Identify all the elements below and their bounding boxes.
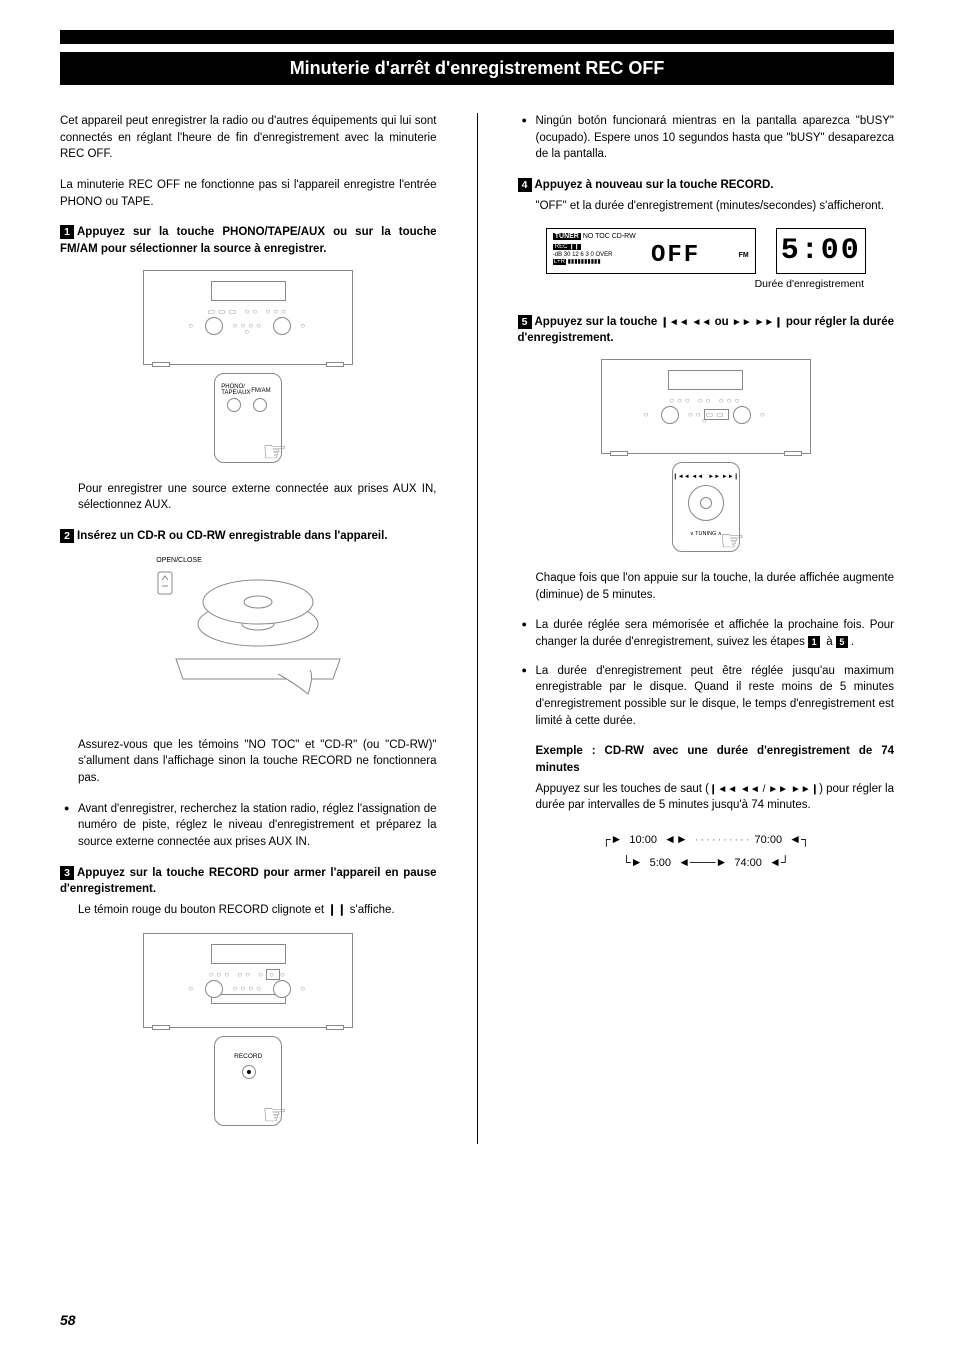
cd-insert-illustration [138, 564, 358, 714]
disp-db: -dB 30 12 6 3 0 OVER [553, 252, 613, 258]
step4-subtext: "OFF" et la durée d'enregistrement (minu… [518, 198, 895, 215]
hand-icon-5: ☞ [720, 524, 745, 557]
remote-label-record: RECORD [215, 1053, 281, 1060]
step3-figure: ○○○ ○○ ○○○ ○ ○○○○ ○ RECORD ☞ [60, 933, 437, 1126]
disp-fm: FM [739, 252, 749, 259]
step1-heading: 1Appuyez sur la touche PHONO/TAPE/AUX ou… [60, 224, 437, 257]
disp-tags: NO TOC CD-RW [583, 233, 636, 240]
remote-illustration-5: ❙◄◄ ◄◄ ►► ►►❙ ∨ TUNING ∧ ☞ [672, 462, 740, 552]
device-illustration-3: ○○○ ○○ ○○○ ○ ○○○○ ○ [143, 933, 353, 1028]
bullet1-c: . [851, 636, 854, 648]
step-number-3: 3 [60, 866, 74, 880]
step5-text-b: ou [711, 316, 732, 328]
remote-skip-back: ❙◄◄ ◄◄ [673, 474, 703, 480]
step3-heading: 3Appuyez sur la touche RECORD pour armer… [60, 865, 437, 898]
page-title: Minuterie d'arrêt d'enregistrement REC O… [60, 52, 894, 85]
cycle-t1: 10:00 [629, 834, 657, 846]
step5-text-a: Appuyez sur la touche [535, 316, 661, 328]
example-skip-icons: ❙◄◄ ◄◄ / ►► ►►❙ [709, 784, 819, 795]
inline-step-5: 5 [836, 636, 848, 648]
column-divider [477, 113, 478, 1144]
intro-paragraph-1: Cet appareil peut enregistrer la radio o… [60, 113, 437, 163]
right-bullet-max: La durée d'enregistrement peut être régl… [536, 663, 895, 730]
remote-illustration-3: RECORD ☞ [214, 1036, 282, 1126]
disp-time: 5:00 [781, 234, 861, 268]
cycle-t3: 5:00 [650, 857, 671, 869]
step2-text: Insérez un CD-R ou CD-RW enregistrable d… [77, 530, 388, 542]
remote-label-phono: PHONO/ [221, 384, 245, 390]
step2-heading: 2Insérez un CD-R ou CD-RW enregistrable … [60, 528, 437, 545]
skip-back-icon: ❙◄◄ ◄◄ [661, 317, 712, 328]
page-number: 58 [60, 1312, 76, 1328]
step2-figure: OPEN/CLOSE [60, 557, 437, 719]
device-illustration-5: ○○○ ○○ ○○○ ○ ○○▭▭ ○ ○ [601, 359, 811, 454]
disp-tuner: TUNER [553, 233, 581, 240]
disp-off: OFF [651, 242, 700, 269]
cycle-diagram: ┌► 10:00 ◄► ·········· 70:00 ◄┐ └► 5:00 … [518, 828, 895, 874]
remote-label-tapeaux: TAPE/AUX [221, 390, 250, 396]
example-heading: Exemple : CD-RW avec une durée d'enregis… [518, 743, 895, 776]
example-body-a: Appuyez sur les touches de saut ( [536, 783, 710, 795]
right-bullet-busy: Ningún botón funcionará mientras en la p… [536, 113, 895, 163]
cycle-t2: 70:00 [755, 834, 783, 846]
open-close-label: OPEN/CLOSE [156, 557, 358, 564]
step-number-2: 2 [60, 529, 74, 543]
step5-heading: 5Appuyez sur la touche ❙◄◄ ◄◄ ou ►► ►►❙ … [518, 314, 895, 347]
inline-step-1: 1 [808, 636, 820, 648]
right-column: Ningún botón funcionará mientras en la p… [518, 113, 895, 1144]
step3-subtext: Le témoin rouge du bouton RECORD clignot… [60, 902, 437, 919]
hand-icon-3: ☞ [262, 1098, 287, 1131]
step5-figure: ○○○ ○○ ○○○ ○ ○○▭▭ ○ ○ ❙◄◄ ◄◄ ►► ►►❙ ∨ TU… [518, 359, 895, 552]
disp-rec: REC ❙❙ [553, 244, 581, 250]
remote-skip-fwd: ►► ►►❙ [708, 474, 738, 480]
step2-bullet: Avant d'enregistrer, recherchez la stati… [78, 801, 437, 851]
step2-subtext: Assurez-vous que les témoins "NO TOC" et… [60, 737, 437, 787]
step-number-5: 5 [518, 315, 532, 329]
skip-fwd-icon: ►► ►►❙ [732, 317, 783, 328]
device-illustration: ▭▭▭ ○○ ○○○ ○ ○○○○ ○ ○ [143, 270, 353, 365]
step1-subtext: Pour enregistrer une source externe conn… [60, 481, 437, 514]
cycle-t4: 74:00 [734, 857, 762, 869]
step4-text: Appuyez à nouveau sur la touche RECORD. [535, 179, 774, 191]
remote-illustration: ☞ PHONO/ TAPE/AUX FM/AM [214, 373, 282, 463]
remote-tuning-label: TUNING [695, 531, 716, 537]
right-bullet-memorized: La durée réglée sera mémorisée et affich… [536, 617, 895, 650]
hand-icon: ☞ [262, 435, 287, 468]
step4-heading: 4Appuyez à nouveau sur la touche RECORD. [518, 177, 895, 194]
step3-text: Appuyez sur la touche RECORD pour armer … [60, 867, 437, 896]
top-black-bar [60, 30, 894, 44]
bullet1-b: à [823, 636, 836, 648]
step-number-4: 4 [518, 178, 532, 192]
display-panel: TUNER NO TOC CD-RW REC ❙❙ -dB 30 12 6 3 … [518, 228, 895, 273]
step5-subtext: Chaque fois que l'on appuie sur la touch… [518, 570, 895, 603]
intro-paragraph-2: La minuterie REC OFF ne fonctionne pas s… [60, 177, 437, 210]
step1-text: Appuyez sur la touche PHONO/TAPE/AUX ou … [60, 226, 437, 255]
example-body: Appuyez sur les touches de saut (❙◄◄ ◄◄ … [518, 781, 895, 814]
left-column: Cet appareil peut enregistrer la radio o… [60, 113, 437, 1144]
step1-figure: ▭▭▭ ○○ ○○○ ○ ○○○○ ○ ○ ☞ PHONO/ TAPE/AUX … [60, 270, 437, 463]
display-caption: Durée d'enregistrement [518, 278, 895, 290]
step-number-1: 1 [60, 225, 74, 239]
disp-lr: ▮▮▮▮▮▮▮▮▮▮ [566, 259, 601, 265]
remote-label-fmam: FM/AM [251, 388, 270, 394]
